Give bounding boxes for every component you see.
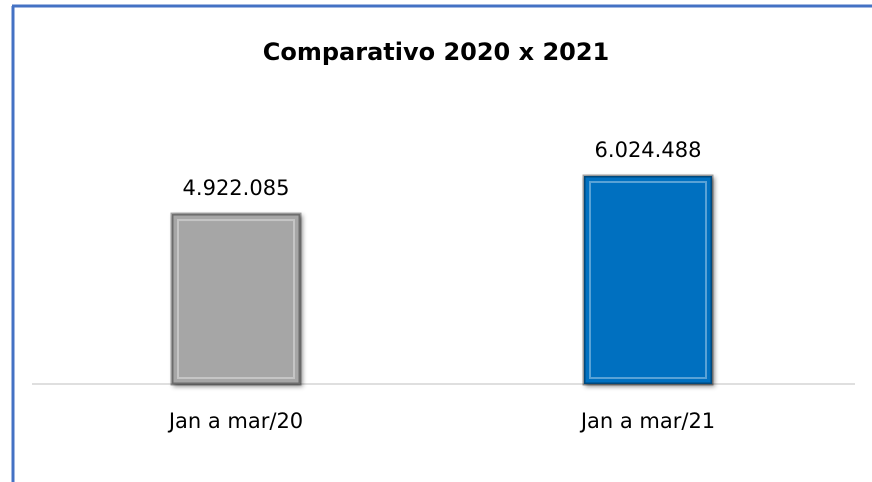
x-tick-label: Jan a mar/21 <box>579 409 715 433</box>
bar <box>170 212 302 386</box>
value-label: 6.024.488 <box>595 138 702 162</box>
value-label: 4.922.085 <box>183 176 290 200</box>
bar <box>582 174 714 386</box>
chart-title: Comparativo 2020 x 2021 <box>263 38 610 66</box>
bar-highlight <box>177 219 295 379</box>
x-tick-label: Jan a mar/20 <box>167 409 303 433</box>
bar-highlight <box>589 181 707 379</box>
